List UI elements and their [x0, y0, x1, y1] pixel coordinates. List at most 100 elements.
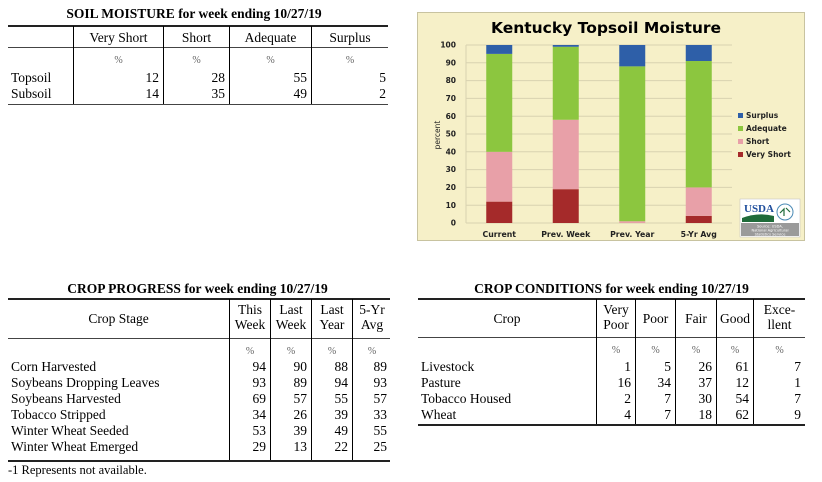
y-axis-ticks: 0 10 20 30 40 50 60 70 80 90 100: [440, 41, 456, 228]
y-tick-label: 100: [440, 41, 456, 50]
bar-segment-very-short: [486, 201, 513, 223]
row-label: Tobacco Housed: [421, 391, 512, 406]
cell-value: 13: [293, 439, 308, 454]
column-header: Crop: [493, 311, 521, 326]
x-tick-label: Prev. Week: [541, 230, 591, 239]
column-header-line: Poor: [603, 317, 629, 332]
unit-label: %: [367, 346, 377, 357]
divider: [716, 299, 717, 424]
cell-value: 49: [334, 423, 349, 438]
divider: [8, 104, 388, 105]
x-tick-label: Current: [482, 230, 516, 239]
source-line: Statistics Service: [755, 233, 787, 237]
cell-value: 25: [373, 439, 388, 454]
cell-value: 57: [293, 391, 308, 406]
column-header-line: 5-Yr: [359, 302, 385, 317]
unit-label: %: [651, 345, 660, 356]
column-header: Very Short: [89, 30, 148, 45]
column-header-line: Very: [603, 302, 629, 317]
column-header: Last Year: [312, 302, 352, 332]
legend-swatch: [738, 139, 743, 144]
unit-label: %: [730, 345, 740, 356]
cell-value: 12: [145, 70, 160, 85]
bar-segment-adequate: [486, 53, 513, 152]
cell-value: 62: [735, 407, 750, 422]
bars: [486, 45, 712, 223]
bar-segment-adequate: [619, 66, 646, 222]
y-tick-label: 50: [446, 130, 456, 139]
cell-value: 12: [735, 375, 750, 390]
column-header-line: Week: [234, 317, 266, 332]
cell-value: 93: [373, 375, 388, 390]
cell-value: 2: [624, 391, 631, 406]
column-header: Very Poor: [597, 302, 635, 332]
cell-value: 57: [373, 391, 388, 406]
cell-value: 69: [252, 391, 267, 406]
column-header: Good: [720, 311, 750, 326]
usda-logo-text: USDA: [744, 203, 774, 215]
footnote: -1 Represents not available.: [8, 463, 147, 477]
row-label: Winter Wheat Emerged: [11, 439, 139, 454]
cell-value: 16: [617, 375, 632, 390]
unit-label: %: [114, 55, 123, 66]
row-label: Soybeans Harvested: [11, 391, 121, 406]
y-tick-label: 80: [446, 76, 456, 85]
cell-value: 55: [293, 70, 308, 85]
cell-value: 34: [657, 375, 672, 390]
column-header: 5-Yr Avg: [353, 302, 391, 332]
column-header: Short: [181, 30, 212, 45]
bar-segment-surplus: [552, 45, 579, 47]
cell-value: 33: [373, 407, 388, 422]
unit-label: %: [775, 345, 784, 356]
divider: [311, 26, 312, 104]
y-axis-label: percent: [433, 121, 442, 150]
y-tick-label: 10: [446, 201, 456, 210]
row-label: Tobacco Stripped: [11, 407, 106, 422]
divider: [8, 47, 388, 48]
column-header-line: Year: [319, 317, 345, 332]
bar-segment-adequate: [685, 61, 712, 188]
y-tick-label: 60: [446, 112, 456, 121]
cell-value: 90: [293, 359, 308, 374]
column-header-line: Week: [275, 317, 307, 332]
divider: [675, 299, 676, 424]
topsoil-moisture-chart: Kentucky Topsoil Moisture 0 10 20 30 40 50 60 7…: [417, 12, 805, 241]
cell-value: 7: [794, 391, 801, 406]
column-header: Last Week: [271, 302, 311, 332]
column-header-line: Avg: [360, 317, 384, 332]
y-tick-label: 30: [446, 165, 456, 174]
cell-value: 39: [293, 423, 308, 438]
bar-segment-surplus: [685, 45, 712, 62]
unit-label: %: [266, 55, 275, 66]
cell-value: 94: [252, 359, 267, 374]
bar-segment-very-short: [552, 189, 579, 223]
bar-segment-short: [486, 151, 513, 202]
bar-segment-short: [685, 187, 712, 216]
chart-canvas: Kentucky Topsoil Moisture 0 10 20 30 40 50 60 7…: [433, 19, 801, 239]
cell-value: 14: [145, 86, 160, 101]
cell-value: 55: [373, 423, 388, 438]
cell-value: 34: [252, 407, 267, 422]
row-label: Livestock: [421, 359, 475, 374]
y-tick-label: 20: [446, 183, 456, 192]
bar-segment-surplus: [619, 45, 646, 67]
unit-label: %: [327, 346, 337, 357]
legend-label: Short: [746, 137, 770, 146]
legend: Surplus Adequate Short Very Short: [738, 111, 791, 159]
cell-value: 5: [379, 70, 386, 85]
x-tick-label: 5-Yr Avg: [681, 230, 717, 239]
divider: [8, 25, 388, 27]
divider: [418, 337, 805, 338]
divider: [596, 299, 597, 424]
legend-label: Very Short: [746, 150, 791, 159]
cell-value: 9: [794, 407, 801, 422]
column-header: This Week: [230, 302, 270, 332]
source-line: Source: USDA,: [757, 225, 783, 229]
legend-swatch: [738, 152, 743, 157]
y-tick-label: 40: [446, 147, 456, 156]
bar-segment-very-short: [685, 215, 712, 223]
cell-value: 26: [698, 359, 713, 374]
cell-value: 88: [334, 359, 349, 374]
source-line: National Agricultural: [752, 229, 789, 233]
row-label: Topsoil: [11, 70, 52, 85]
